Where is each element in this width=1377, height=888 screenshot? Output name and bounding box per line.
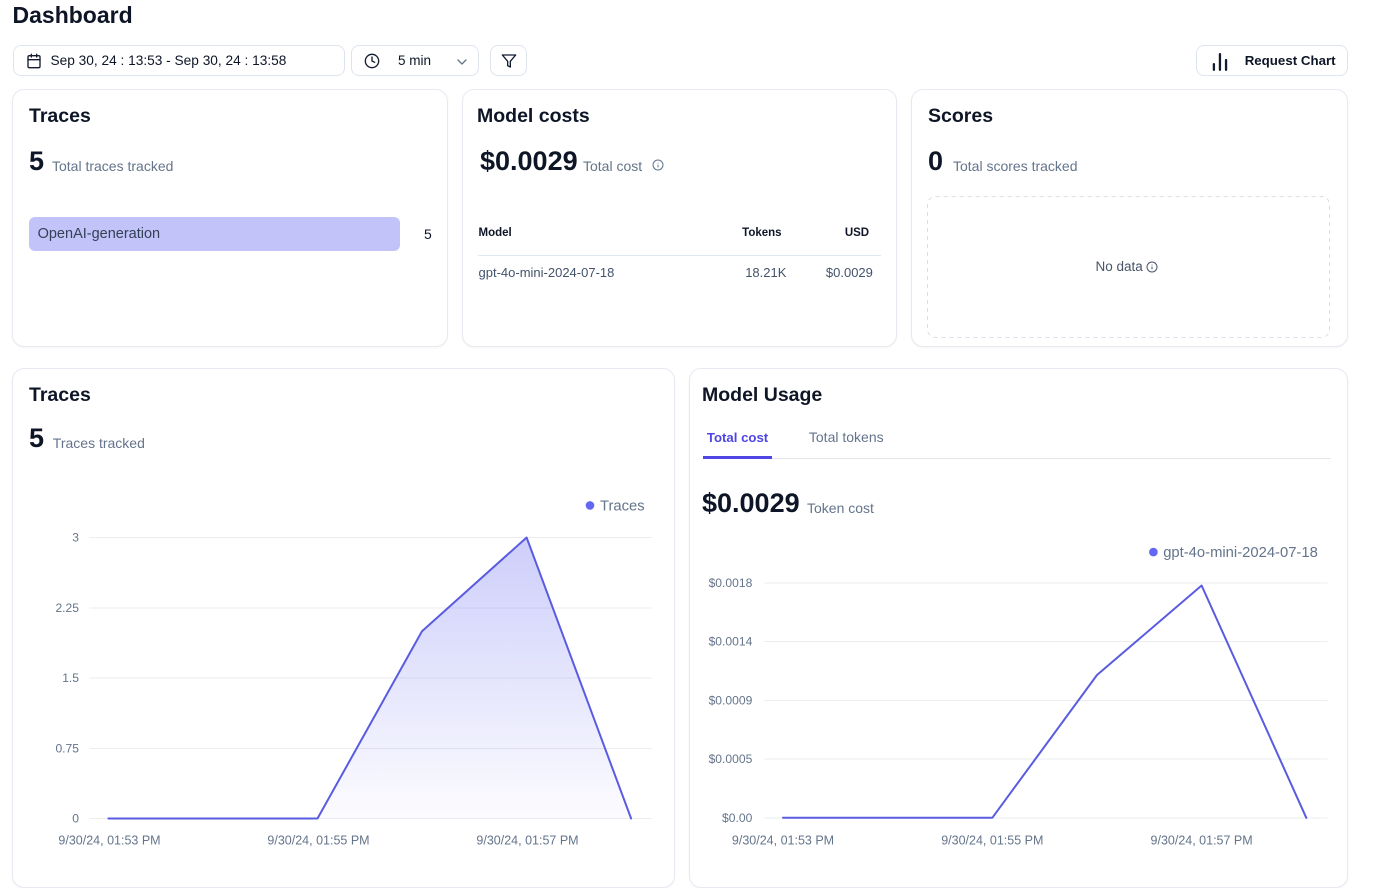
- svg-text:9/30/24, 01:57 PM: 9/30/24, 01:57 PM: [1151, 833, 1253, 847]
- svg-text:2.25: 2.25: [55, 601, 79, 615]
- svg-text:0: 0: [72, 812, 79, 826]
- svg-text:0.75: 0.75: [55, 741, 79, 755]
- svg-text:$0.0018: $0.0018: [709, 576, 753, 590]
- svg-text:9/30/24, 01:53 PM: 9/30/24, 01:53 PM: [732, 833, 834, 847]
- svg-text:9/30/24, 01:55 PM: 9/30/24, 01:55 PM: [941, 833, 1043, 847]
- svg-text:1.5: 1.5: [62, 671, 79, 685]
- svg-text:$0.0014: $0.0014: [709, 635, 753, 649]
- svg-text:$0.0005: $0.0005: [709, 752, 753, 766]
- svg-text:$0.00: $0.00: [722, 811, 753, 825]
- svg-text:gpt-4o-mini-2024-07-18: gpt-4o-mini-2024-07-18: [1163, 545, 1318, 561]
- svg-text:$0.0009: $0.0009: [709, 693, 753, 707]
- svg-text:9/30/24, 01:53 PM: 9/30/24, 01:53 PM: [58, 833, 160, 847]
- svg-text:3: 3: [72, 531, 79, 545]
- svg-text:9/30/24, 01:57 PM: 9/30/24, 01:57 PM: [476, 833, 578, 847]
- svg-text:Traces: Traces: [600, 498, 645, 514]
- svg-text:9/30/24, 01:55 PM: 9/30/24, 01:55 PM: [267, 833, 369, 847]
